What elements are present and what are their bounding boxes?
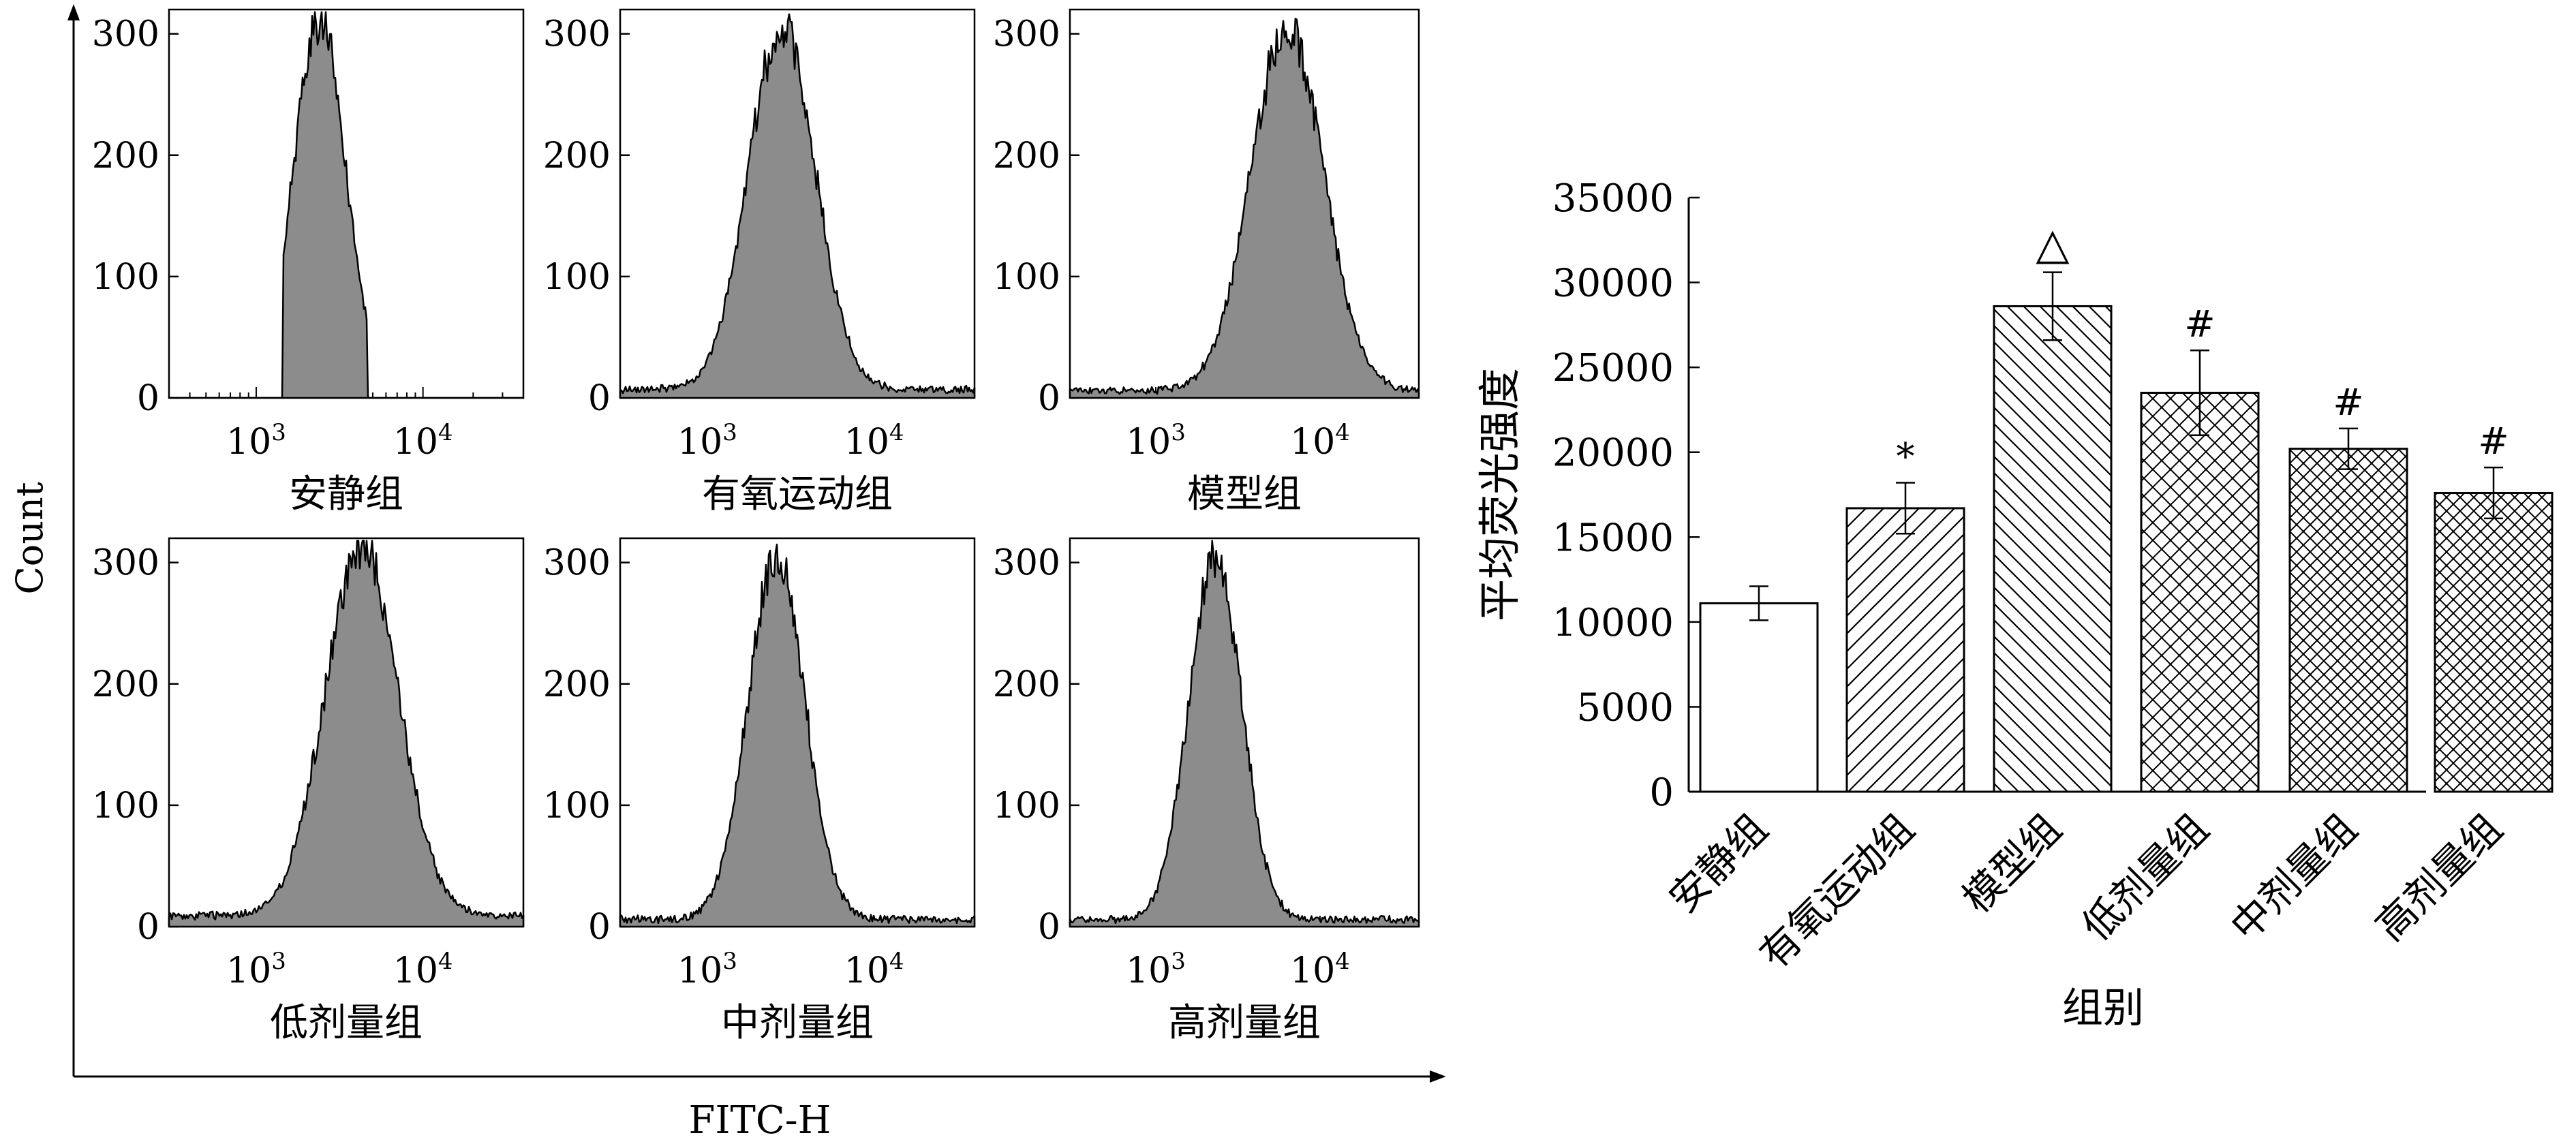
x-tick-label: 103 (1126, 419, 1186, 463)
y-tick-label: 0 (588, 907, 611, 948)
significance-mark: △ (2036, 219, 2070, 270)
histogram-panel-label: 低剂量组 (270, 1001, 423, 1045)
y-tick-label: 200 (92, 136, 159, 176)
y-tick-label: 100 (92, 257, 159, 298)
y-tick-label: 0 (588, 378, 611, 419)
significance-mark: # (2478, 420, 2509, 463)
y-tick-label: 0 (1038, 378, 1060, 419)
histogram-panel-label: 有氧运动组 (702, 472, 893, 516)
bar-category-label: 中剂量组 (2222, 805, 2366, 950)
histogram-curve (619, 543, 976, 928)
x-tick-label: 104 (393, 948, 453, 991)
y-tick-label: 300 (993, 543, 1060, 584)
y-tick-label: 100 (543, 257, 611, 298)
bar-y-tick-label: 0 (1649, 771, 1674, 815)
histogram-panel: 0 100 200 300 103 104 安静组 (92, 8, 525, 516)
histogram-curve (1069, 18, 1420, 399)
bar-category-label: 安静组 (1660, 805, 1777, 922)
significance-mark: # (2184, 303, 2215, 345)
y-tick-label: 200 (543, 136, 611, 176)
left-outer-axes: Count FITC-H (8, 4, 1446, 1143)
y-tick-label: 200 (993, 664, 1060, 705)
y-tick-label: 300 (92, 543, 159, 584)
bar-y-tick-label: 30000 (1552, 262, 1674, 306)
bar-y-tick-label: 20000 (1552, 431, 1674, 476)
histogram-panel-label: 安静组 (289, 472, 403, 516)
y-tick-label: 200 (92, 664, 159, 705)
bar-category-label: 高剂量组 (2367, 805, 2511, 950)
histogram-panel: 0 100 200 300 103 104 高剂量组 (993, 537, 1420, 1045)
y-tick-label: 0 (137, 907, 159, 948)
x-tick-label: 103 (1126, 948, 1186, 991)
x-tick-label: 104 (844, 419, 904, 463)
bar-category-label: 低剂量组 (2073, 805, 2218, 950)
histogram-panels: 0 100 200 300 103 104 安静组 0 100 200 300 103 104 有氧运动组… (92, 8, 1420, 1045)
x-tick-label: 103 (677, 419, 737, 463)
x-tick-label: 104 (844, 948, 904, 991)
histogram-panel: 0 100 200 300 103 104 低剂量组 (92, 537, 525, 1045)
histogram-panel: 0 100 200 300 103 104 中剂量组 (543, 537, 976, 1045)
histogram-panel: 0 100 200 300 103 104 有氧运动组 (543, 8, 976, 516)
left-outer-x-arrow (1430, 1070, 1446, 1083)
left-outer-y-arrow (67, 4, 80, 20)
left-outer-xlabel: FITC-H (689, 1098, 831, 1143)
histogram-panel-label: 模型组 (1187, 472, 1302, 516)
y-tick-label: 300 (543, 14, 611, 55)
histogram-panel-label: 中剂量组 (721, 1001, 874, 1045)
bar-y-tick-label: 5000 (1576, 685, 1674, 730)
bar (2288, 448, 2408, 793)
bar (2140, 392, 2260, 793)
y-tick-label: 100 (543, 786, 611, 826)
bar-category-label: 有氧运动组 (1751, 805, 1923, 978)
histogram-panel: 0 100 200 300 103 104 模型组 (993, 8, 1420, 516)
bar-chart: 0 5000 10000 15000 20000 25000 30000 35000 平均荧光强… (1475, 176, 2554, 1032)
bar-category-label: 模型组 (1954, 805, 2070, 922)
x-tick-label: 103 (226, 419, 286, 463)
y-tick-label: 100 (92, 786, 159, 826)
bar-y-tick-label: 35000 (1552, 176, 1674, 221)
significance-mark: # (2333, 381, 2363, 424)
x-tick-label: 104 (1290, 419, 1350, 463)
x-tick-label: 104 (393, 419, 453, 463)
bar-y-tick-label: 15000 (1552, 516, 1674, 560)
y-tick-label: 300 (92, 14, 159, 55)
significance-mark: * (1897, 435, 1915, 478)
y-tick-label: 0 (1038, 907, 1060, 948)
bar-xlabel: 组别 (2062, 985, 2144, 1032)
y-tick-label: 200 (543, 664, 611, 705)
bar (1993, 305, 2113, 793)
histogram-curve (619, 13, 976, 399)
y-tick-label: 300 (543, 543, 611, 584)
y-tick-label: 200 (993, 136, 1060, 176)
bar (1845, 507, 1965, 793)
x-tick-label: 103 (677, 948, 737, 991)
bar (1699, 602, 1819, 793)
left-outer-ylabel: Count (8, 482, 51, 594)
bar (2434, 492, 2554, 793)
bar-y-tick-label: 25000 (1552, 346, 1674, 390)
y-tick-label: 0 (137, 378, 159, 419)
bar-y-tick-label: 10000 (1552, 601, 1674, 645)
y-tick-label: 300 (993, 14, 1060, 55)
y-tick-label: 100 (993, 257, 1060, 298)
histogram-curve (168, 540, 525, 928)
histogram-curve (1069, 540, 1420, 928)
histogram-panel-label: 高剂量组 (1168, 1001, 1321, 1045)
x-tick-label: 104 (1290, 948, 1350, 991)
x-tick-label: 103 (226, 948, 286, 991)
bar-ylabel: 平均荧光强度 (1475, 368, 1524, 621)
histogram-curve (168, 11, 525, 399)
y-tick-label: 100 (993, 786, 1060, 826)
